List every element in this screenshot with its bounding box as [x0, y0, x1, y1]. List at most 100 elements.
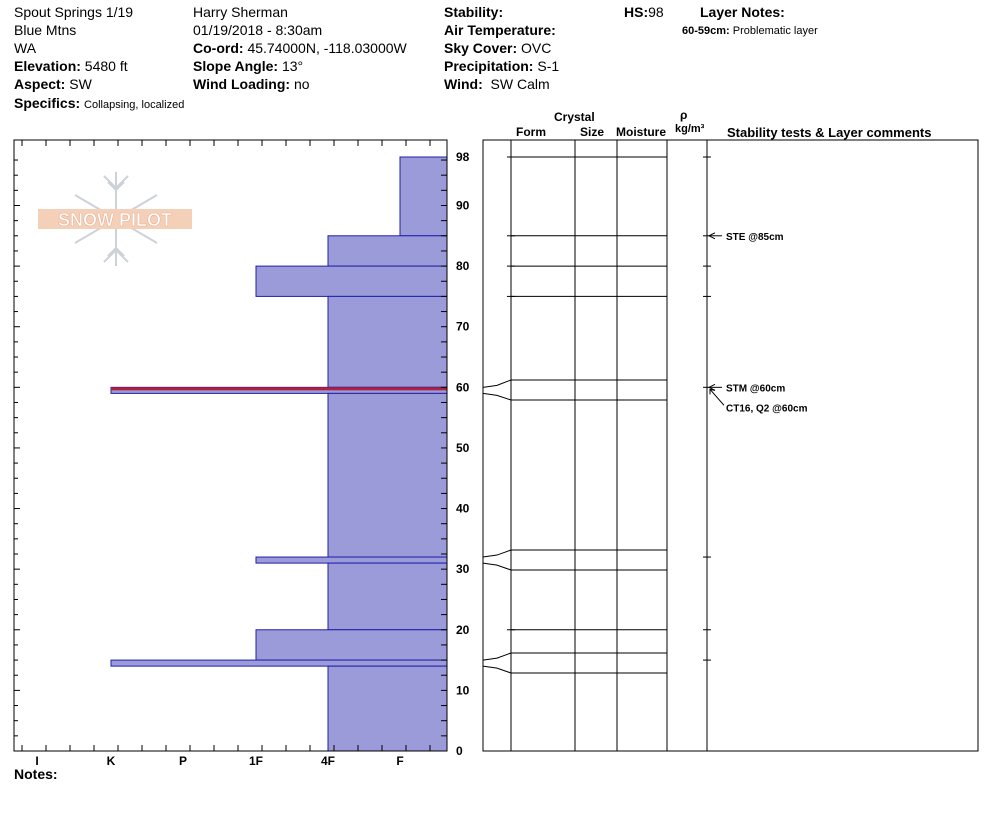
observer: Harry Sherman [193, 4, 288, 20]
crystal-grid-border [482, 139, 979, 752]
aspect-row: Aspect: SW [14, 76, 92, 92]
depth-tick-label: 20 [456, 623, 470, 637]
plot-border [13, 139, 448, 752]
stability-tests: STE @85cm STM @60cm CT16, Q2 @60cm [707, 232, 808, 414]
depth-tick-label: 60 [456, 380, 470, 394]
aspect-value: SW [69, 76, 92, 92]
precip-label: Precipitation: [444, 58, 534, 74]
hardness-label-I: I [35, 754, 38, 768]
depth-tick-label: 30 [456, 562, 470, 576]
layer-note-text: Problematic layer [732, 25, 818, 37]
hardness-label-F: F [396, 754, 403, 768]
depth-tick-label: 40 [456, 502, 470, 516]
air-temp-label: Air Temperature: [444, 22, 556, 38]
hs-value: 98 [648, 4, 664, 20]
hardness-layer-7 [327, 562, 448, 631]
layer-connector [482, 549, 512, 558]
hs-label: HS: [624, 4, 649, 20]
test-arrow-icon [709, 388, 716, 395]
specifics-row: Specifics: Collapsing, localized [14, 95, 184, 113]
elevation-label: Elevation: [14, 58, 81, 74]
depth-tick-label: 50 [456, 441, 470, 455]
hs-row: HS:98 [624, 4, 664, 20]
hardness-layer-8 [255, 629, 448, 661]
stability-test-label: CT16, Q2 @60cm [726, 403, 808, 414]
hardness-layer-1 [327, 235, 448, 267]
location: Spout Springs 1/19 [14, 4, 134, 20]
layer-note: 60-59cm: Problematic layer [682, 23, 818, 39]
hardness-layer-9 [110, 659, 448, 667]
depth-tick-label: 0 [456, 744, 463, 758]
hardness-layer-6 [255, 556, 448, 564]
stability-test-label: STM @60cm [726, 383, 785, 394]
wind-label: Wind: [444, 76, 483, 92]
slope-row: Slope Angle: 13° [193, 58, 303, 74]
hardness-label-1F: 1F [249, 754, 263, 768]
crystal-grid [482, 139, 979, 752]
hardness-layer-10 [327, 665, 448, 752]
wind-loading-value: no [293, 76, 310, 92]
wind-loading-label: Wind Loading: [193, 76, 291, 92]
layer-notes-label: Layer Notes: [700, 4, 785, 20]
depth-tick-label: 70 [456, 320, 470, 334]
depth-tick-label: 90 [456, 198, 470, 212]
coord-label: Co-ord: [193, 40, 244, 56]
layer-connector [482, 379, 512, 388]
form-header: Form [516, 125, 546, 139]
hardness-axis: I K P 1F 4F F [35, 754, 403, 768]
coord-row: Co-ord: 45.74000N, -118.03000W [193, 40, 407, 56]
moisture-header: Moisture [616, 125, 667, 139]
slope-label: Slope Angle: [193, 58, 279, 74]
stability-row: Stability: [444, 4, 503, 20]
depth-tick-label: 98 [456, 150, 470, 164]
wind-value: SW Calm [490, 76, 550, 92]
range: Blue Mtns [14, 22, 77, 38]
notes-label: Notes: [14, 766, 58, 782]
depth-tick-label: 80 [456, 259, 470, 273]
hardness-layer-0 [399, 156, 448, 237]
precip-row: Precipitation: S-1 [444, 58, 559, 74]
size-header: Size [580, 125, 605, 139]
test-arrow-icon [707, 383, 716, 391]
aspect-label: Aspect: [14, 76, 66, 92]
sky-label: Sky Cover: [444, 40, 518, 56]
air-temp-row: Air Temperature: [444, 22, 556, 38]
density-unit-header: kg/m³ [675, 123, 705, 135]
hardness-layer-3 [327, 295, 448, 388]
layer-connector [482, 652, 512, 661]
hardness-layer-2 [255, 265, 448, 297]
layer-connector [482, 392, 512, 401]
specifics-label: Specifics: [14, 95, 81, 111]
state: WA [14, 40, 37, 56]
test-arrow-line [709, 388, 725, 406]
stability-comments-header: Stability tests & Layer comments [727, 125, 932, 140]
stability-test-label: STE @85cm [726, 232, 784, 243]
hardness-layer-5 [327, 392, 448, 558]
specifics-value: Collapsing, localized [84, 99, 185, 111]
hardness-label-P: P [179, 754, 187, 768]
elevation-value: 5480 ft [84, 58, 128, 74]
wind-loading-row: Wind Loading: no [193, 76, 310, 92]
elevation-row: Elevation: 5480 ft [14, 58, 128, 74]
precip-value: S-1 [537, 58, 560, 74]
depth-tick-label: 10 [456, 683, 470, 697]
layer-connector [482, 562, 512, 571]
logo-text: SNOW PILOT [58, 210, 172, 230]
coord-value: 45.74000N, -118.03000W [247, 40, 407, 56]
layer-note-range: 60-59cm: [682, 25, 730, 37]
crystal-header: Crystal [554, 110, 595, 124]
logo-banner [38, 209, 192, 229]
hardness-layers [110, 156, 448, 752]
wind-row: Wind: SW Calm [444, 76, 550, 92]
snowpilot-logo: SNOW PILOT [38, 172, 192, 266]
depth-axis: 0 10 20 30 40 50 60 70 80 90 98 [441, 150, 470, 758]
datetime: 01/19/2018 - 8:30am [193, 22, 323, 38]
sky-row: Sky Cover: OVC [444, 40, 551, 56]
problematic-layer-marker [111, 387, 447, 391]
hardness-plot-frame [13, 139, 448, 752]
hardness-label-4F: 4F [321, 754, 335, 768]
rho-header: ρ [680, 108, 688, 122]
sky-value: OVC [521, 40, 552, 56]
test-arrow-icon [707, 232, 716, 240]
